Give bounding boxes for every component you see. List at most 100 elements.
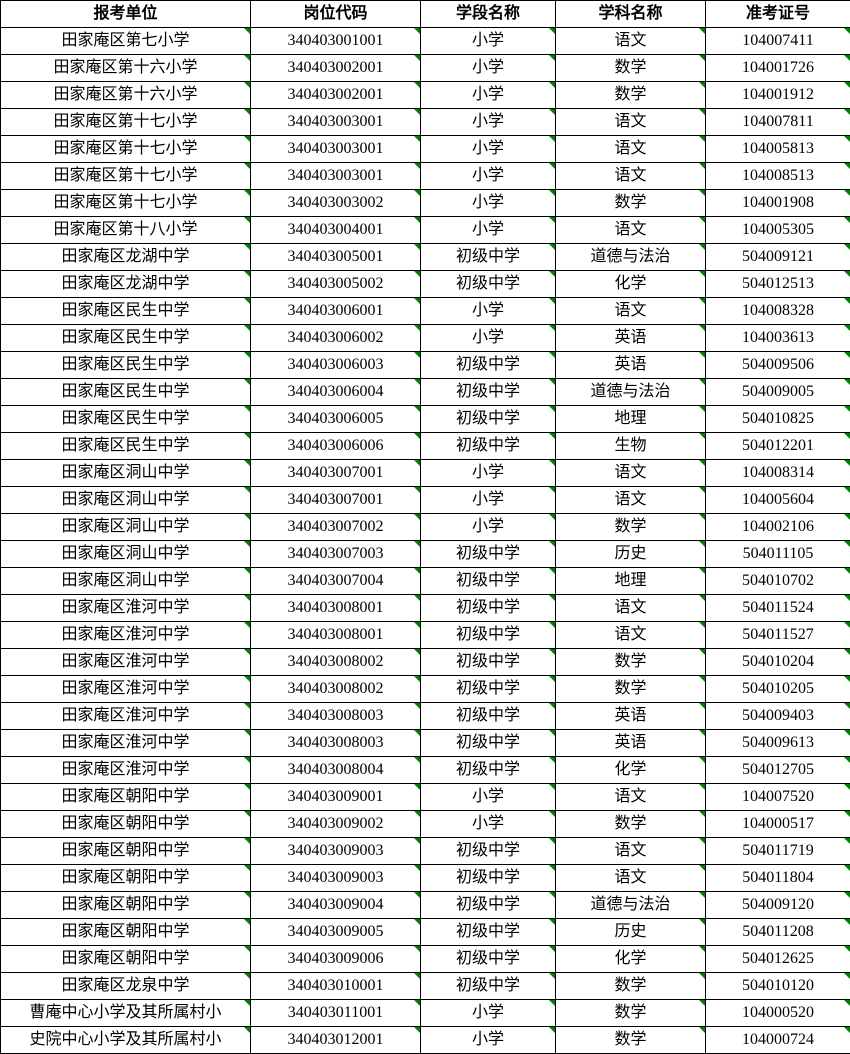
table-cell: 田家庵区民生中学	[1, 352, 251, 379]
table-cell: 104008328	[706, 298, 850, 325]
table-cell: 数学	[556, 676, 706, 703]
col-header-postcode: 岗位代码	[251, 1, 421, 28]
table-cell: 504009120	[706, 892, 850, 919]
table-cell: 340403009001	[251, 784, 421, 811]
table-cell: 数学	[556, 973, 706, 1000]
table-cell: 小学	[421, 1000, 556, 1027]
table-cell: 道德与法治	[556, 244, 706, 271]
table-cell: 340403003001	[251, 163, 421, 190]
table-row: 田家庵区第七小学340403001001小学语文104007411	[1, 28, 850, 55]
table-row: 田家庵区淮河中学340403008003初级中学英语504009403	[1, 703, 850, 730]
table-cell: 340403003001	[251, 109, 421, 136]
table-cell: 504010702	[706, 568, 850, 595]
table-cell: 小学	[421, 1027, 556, 1054]
table-cell: 初级中学	[421, 352, 556, 379]
table-cell: 地理	[556, 568, 706, 595]
table-cell: 340403008002	[251, 649, 421, 676]
table-cell: 初级中学	[421, 568, 556, 595]
table-row: 田家庵区第十六小学340403002001小学数学104001726	[1, 55, 850, 82]
table-cell: 小学	[421, 109, 556, 136]
table-cell: 初级中学	[421, 649, 556, 676]
table-cell: 田家庵区民生中学	[1, 298, 251, 325]
table-cell: 340403003002	[251, 190, 421, 217]
table-cell: 初级中学	[421, 676, 556, 703]
table-cell: 初级中学	[421, 433, 556, 460]
table-cell: 初级中学	[421, 595, 556, 622]
table-cell: 初级中学	[421, 865, 556, 892]
table-cell: 初级中学	[421, 946, 556, 973]
table-cell: 小学	[421, 217, 556, 244]
table-cell: 104003613	[706, 325, 850, 352]
table-cell: 104002106	[706, 514, 850, 541]
table-cell: 340403006005	[251, 406, 421, 433]
col-header-subject: 学科名称	[556, 1, 706, 28]
table-cell: 化学	[556, 271, 706, 298]
table-cell: 104007411	[706, 28, 850, 55]
table-row: 田家庵区朝阳中学340403009001小学语文104007520	[1, 784, 850, 811]
table-cell: 田家庵区洞山中学	[1, 487, 251, 514]
table-cell: 104005305	[706, 217, 850, 244]
data-table-container: 报考单位 岗位代码 学段名称 学科名称 准考证号 田家庵区第七小学3404030…	[0, 0, 850, 1054]
table-row: 田家庵区朝阳中学340403009004初级中学道德与法治504009120	[1, 892, 850, 919]
table-cell: 语文	[556, 109, 706, 136]
table-row: 田家庵区淮河中学340403008001初级中学语文504011527	[1, 622, 850, 649]
table-cell: 史院中心小学及其所属村小	[1, 1027, 251, 1054]
table-cell: 104000517	[706, 811, 850, 838]
table-row: 田家庵区淮河中学340403008002初级中学数学504010204	[1, 649, 850, 676]
table-cell: 田家庵区第十七小学	[1, 136, 251, 163]
table-cell: 田家庵区淮河中学	[1, 730, 251, 757]
table-cell: 340403007001	[251, 487, 421, 514]
table-row: 田家庵区龙泉中学340403010001初级中学数学504010120	[1, 973, 850, 1000]
table-row: 田家庵区洞山中学340403007004初级中学地理504010702	[1, 568, 850, 595]
table-cell: 340403008004	[251, 757, 421, 784]
table-row: 田家庵区朝阳中学340403009003初级中学语文504011804	[1, 865, 850, 892]
table-cell: 田家庵区洞山中学	[1, 568, 251, 595]
table-cell: 340403006001	[251, 298, 421, 325]
table-cell: 田家庵区第十七小学	[1, 163, 251, 190]
table-cell: 英语	[556, 352, 706, 379]
table-cell: 语文	[556, 163, 706, 190]
table-cell: 104005604	[706, 487, 850, 514]
table-cell: 340403011001	[251, 1000, 421, 1027]
table-cell: 田家庵区朝阳中学	[1, 892, 251, 919]
table-row: 田家庵区朝阳中学340403009003初级中学语文504011719	[1, 838, 850, 865]
table-cell: 340403010001	[251, 973, 421, 1000]
table-cell: 504011527	[706, 622, 850, 649]
table-row: 田家庵区民生中学340403006003初级中学英语504009506	[1, 352, 850, 379]
table-cell: 田家庵区洞山中学	[1, 460, 251, 487]
table-row: 田家庵区第十七小学340403003001小学语文104007811	[1, 109, 850, 136]
table-cell: 104008513	[706, 163, 850, 190]
table-cell: 初级中学	[421, 271, 556, 298]
table-cell: 504012201	[706, 433, 850, 460]
table-cell: 田家庵区第十七小学	[1, 109, 251, 136]
table-cell: 初级中学	[421, 541, 556, 568]
table-cell: 504009613	[706, 730, 850, 757]
table-cell: 田家庵区朝阳中学	[1, 838, 251, 865]
table-row: 曹庵中心小学及其所属村小340403011001小学数学104000520	[1, 1000, 850, 1027]
table-cell: 小学	[421, 55, 556, 82]
table-cell: 田家庵区第十六小学	[1, 82, 251, 109]
table-cell: 田家庵区民生中学	[1, 433, 251, 460]
table-cell: 语文	[556, 460, 706, 487]
table-cell: 语文	[556, 28, 706, 55]
table-cell: 340403007003	[251, 541, 421, 568]
table-cell: 小学	[421, 163, 556, 190]
table-cell: 340403009003	[251, 865, 421, 892]
table-cell: 340403007004	[251, 568, 421, 595]
table-cell: 340403008003	[251, 730, 421, 757]
table-cell: 504009005	[706, 379, 850, 406]
table-cell: 初级中学	[421, 703, 556, 730]
table-cell: 初级中学	[421, 622, 556, 649]
table-cell: 340403007001	[251, 460, 421, 487]
table-cell: 340403009002	[251, 811, 421, 838]
table-cell: 英语	[556, 325, 706, 352]
table-cell: 数学	[556, 1027, 706, 1054]
table-cell: 田家庵区朝阳中学	[1, 865, 251, 892]
table-row: 史院中心小学及其所属村小340403012001小学数学104000724	[1, 1027, 850, 1054]
table-row: 田家庵区第十八小学340403004001小学语文104005305	[1, 217, 850, 244]
table-cell: 田家庵区淮河中学	[1, 676, 251, 703]
table-row: 田家庵区朝阳中学340403009002小学数学104000517	[1, 811, 850, 838]
table-cell: 田家庵区淮河中学	[1, 649, 251, 676]
table-cell: 田家庵区淮河中学	[1, 622, 251, 649]
table-cell: 504012625	[706, 946, 850, 973]
